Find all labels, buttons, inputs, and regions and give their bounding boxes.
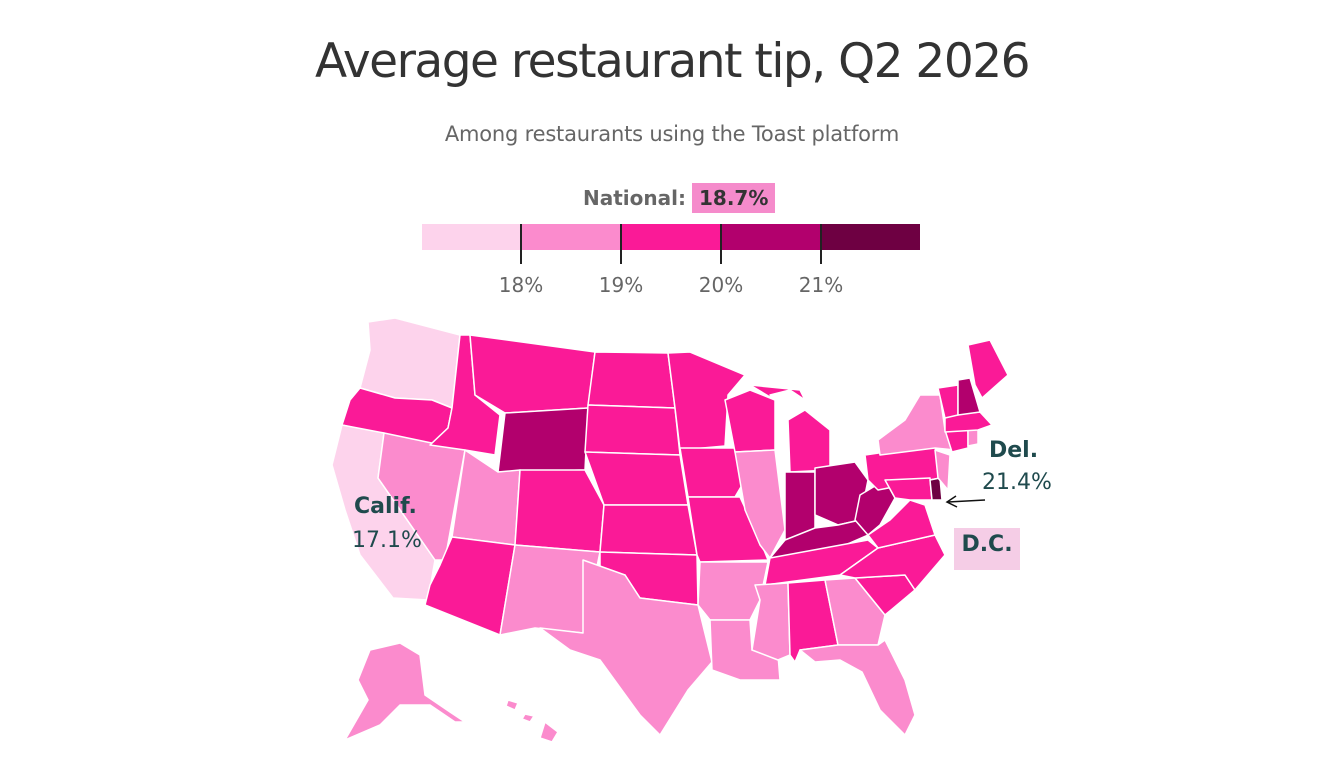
legend-bin-4 <box>720 224 821 250</box>
state-md <box>884 477 933 501</box>
state-va <box>867 499 936 549</box>
legend-tick-label-21: 21% <box>798 273 844 297</box>
state-sd <box>584 404 681 456</box>
calif-label: Calif. <box>354 494 417 519</box>
state-co <box>514 469 605 553</box>
legend-bin-2 <box>521 224 622 250</box>
state-ia <box>679 447 746 498</box>
state-mo <box>687 496 769 563</box>
chart-title: Average restaurant tip, Q2 2026 <box>314 34 1031 89</box>
state-mn <box>667 351 746 451</box>
state-tx <box>539 559 713 736</box>
state-ga <box>824 577 886 646</box>
state-la <box>709 619 781 681</box>
legend-tick-label-18: 18% <box>498 273 544 297</box>
state-mi <box>749 384 806 401</box>
national-average: National: 18.7% <box>583 181 776 215</box>
state-wy <box>497 407 589 473</box>
state-mi-lower <box>787 409 831 473</box>
del-arrow-head <box>945 495 958 508</box>
state-hi-2 <box>505 699 519 711</box>
state-nd <box>587 351 676 409</box>
dc-box <box>954 528 1020 570</box>
color-legend <box>422 224 920 250</box>
legend-tick-label-19: 19% <box>598 273 644 297</box>
state-me <box>967 339 1009 399</box>
chart-subtitle: Among restaurants using the Toast platfo… <box>444 122 900 146</box>
state-fl <box>799 639 916 736</box>
dc-label: D.C. <box>961 532 1013 557</box>
state-nh <box>957 377 981 416</box>
state-hi-3 <box>521 713 535 723</box>
state-nj <box>934 449 951 491</box>
legend-bin-5 <box>820 224 920 250</box>
state-ak <box>344 642 466 741</box>
state-ms <box>751 582 791 661</box>
legend-bin-1 <box>422 224 522 250</box>
state-mt <box>469 334 596 414</box>
calif-value: 17.1% <box>352 528 422 553</box>
state-de <box>929 477 943 501</box>
legend-bin-3 <box>621 224 721 250</box>
national-label: National: <box>583 186 686 210</box>
del-arrow-line <box>947 499 986 503</box>
national-value: 18.7% <box>691 183 776 213</box>
legend-tick-20 <box>720 224 722 264</box>
legend-tick-21 <box>820 224 822 264</box>
legend-tick-label-20: 20% <box>698 273 744 297</box>
state-wi <box>724 389 776 453</box>
state-hi <box>539 721 559 743</box>
del-label: Del. <box>989 438 1039 463</box>
legend-tick-19 <box>620 224 622 264</box>
legend-tick-18 <box>520 224 522 264</box>
state-ne <box>584 451 689 506</box>
del-value: 21.4% <box>982 470 1052 495</box>
state-ks <box>599 504 698 556</box>
